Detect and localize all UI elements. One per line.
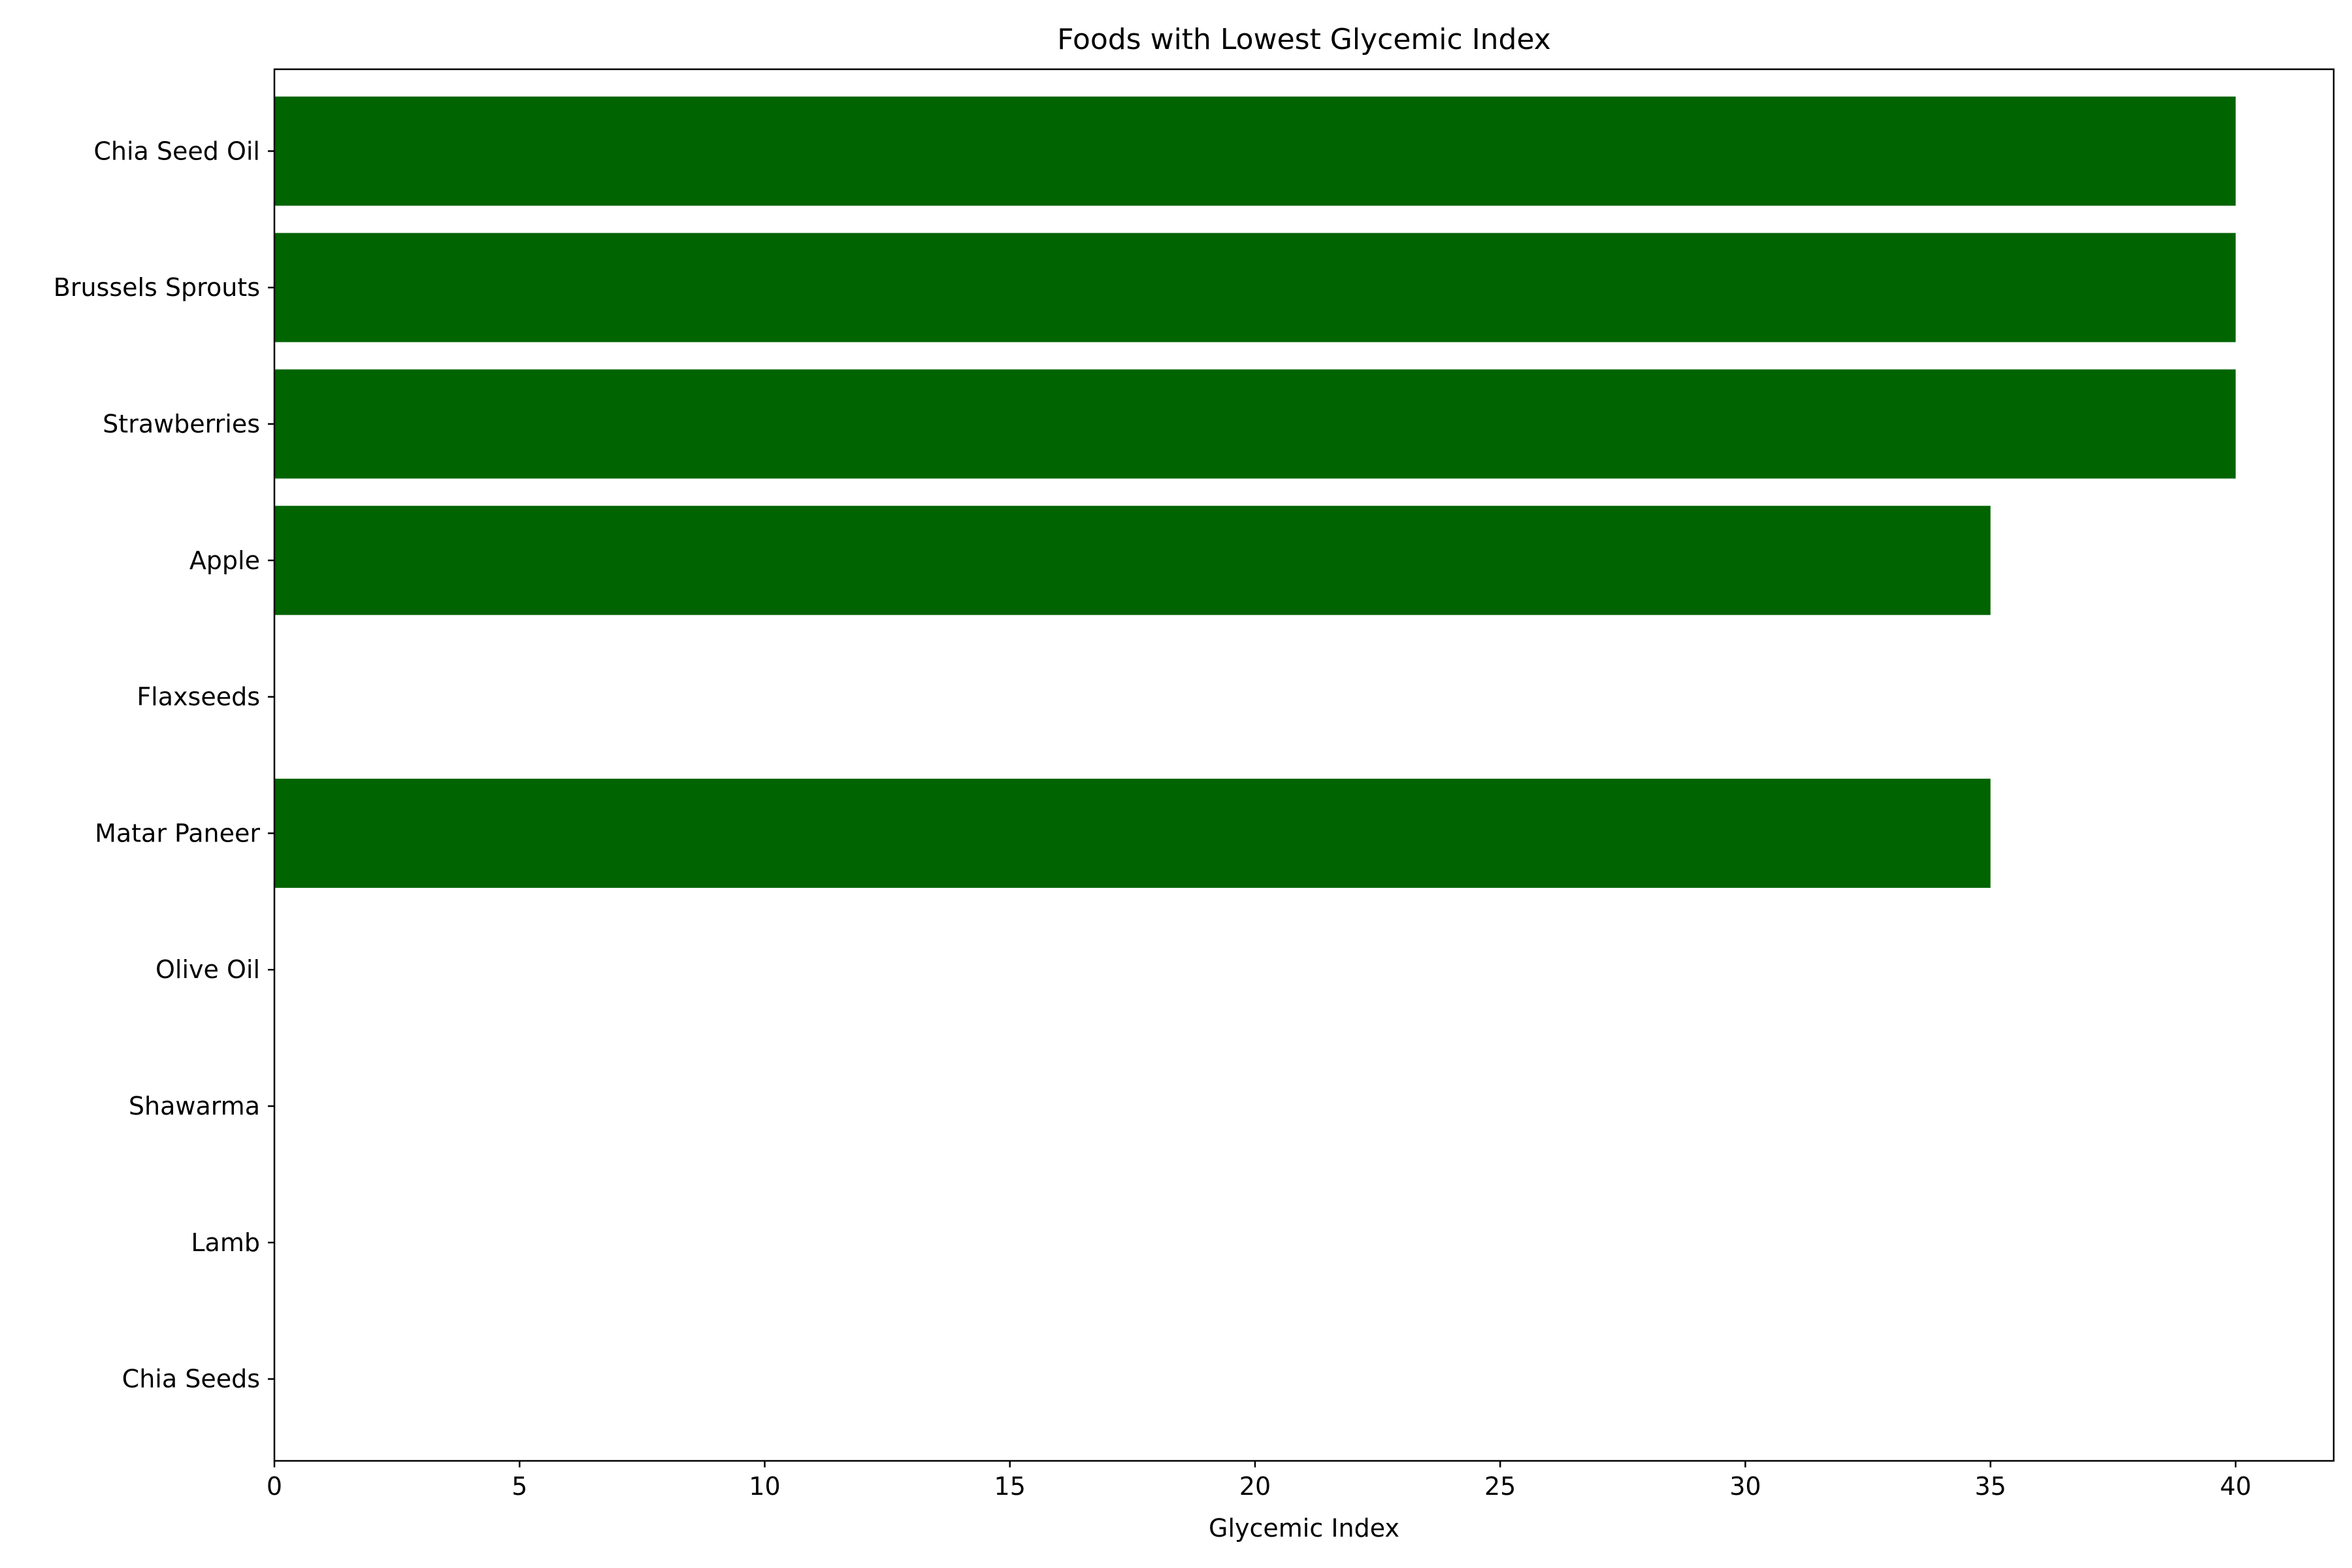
x-tick-label: 15: [994, 1472, 1026, 1501]
y-tick-label: Olive Oil: [155, 955, 260, 984]
plot-frame: [273, 68, 2335, 1462]
y-tick-label: Lamb: [191, 1228, 260, 1257]
y-tick-label: Chia Seeds: [122, 1365, 260, 1394]
x-tick-label: 25: [1484, 1472, 1516, 1501]
x-tick-label: 0: [267, 1472, 282, 1501]
y-tick-label: Strawberries: [103, 410, 260, 438]
bar: [274, 369, 2236, 479]
x-tick-label: 30: [1729, 1472, 1761, 1501]
bar-group: [274, 96, 2236, 888]
chart-title: Foods with Lowest Glycemic Index: [1057, 23, 1551, 56]
bar: [274, 96, 2236, 206]
y-axis: Chia Seed Oil Brussels Sprouts Strawberrie…: [54, 137, 274, 1394]
x-axis: 0 5 10 15 20 25 30 35 40: [267, 1461, 2251, 1501]
y-tick-label: Shawarma: [129, 1092, 260, 1120]
x-tick-label: 10: [749, 1472, 780, 1501]
y-tick-label: Matar Paneer: [95, 819, 260, 847]
x-axis-label: Glycemic Index: [1209, 1514, 1399, 1543]
x-tick-label: 5: [512, 1472, 527, 1501]
x-tick-label: 40: [2220, 1472, 2251, 1501]
y-tick-label: Brussels Sprouts: [54, 273, 260, 302]
x-tick-label: 35: [1974, 1472, 2006, 1501]
y-tick-label: Flaxseeds: [137, 683, 260, 711]
x-tick-label: 20: [1239, 1472, 1271, 1501]
y-tick-label: Chia Seed Oil: [93, 137, 260, 165]
bar: [274, 233, 2236, 342]
y-tick-label: Apple: [189, 546, 260, 575]
bar: [274, 778, 1991, 888]
bar: [274, 506, 1991, 615]
